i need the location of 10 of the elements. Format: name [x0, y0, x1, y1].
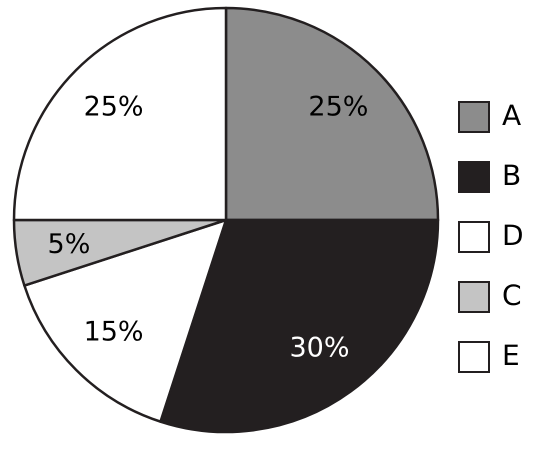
data-label: 30%	[289, 332, 350, 364]
legend-label: E	[502, 339, 520, 372]
data-label: 25%	[84, 92, 144, 123]
data-label: 25%	[308, 92, 368, 123]
data-label: 15%	[84, 316, 144, 348]
data-label: 5%	[48, 228, 90, 260]
legend-label: D	[502, 219, 524, 252]
legend-label: A	[502, 99, 522, 132]
legend-label: B	[502, 159, 522, 192]
legend-label: C	[502, 279, 522, 312]
